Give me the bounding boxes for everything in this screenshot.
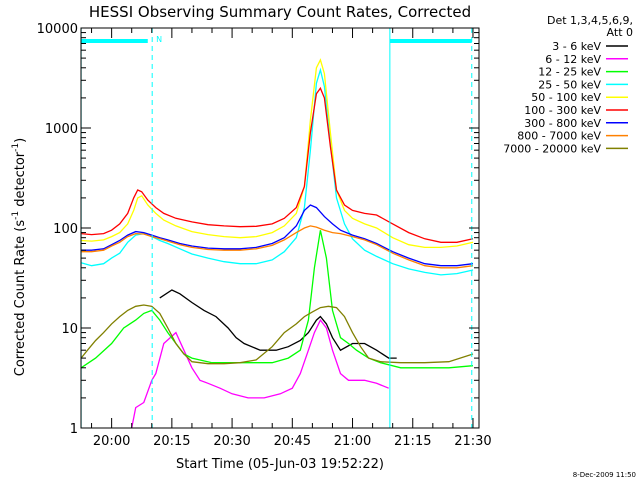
legend-label: 12 - 25 keV — [538, 66, 601, 79]
x-tick-label: 20:45 — [274, 434, 311, 449]
series-line-4 — [81, 58, 474, 249]
legend-label: 800 - 7000 keV — [517, 130, 601, 143]
legend-label: 50 - 100 keV — [531, 91, 601, 104]
observing-bar — [81, 39, 148, 43]
series-line-6 — [81, 204, 474, 267]
series-line-1 — [131, 318, 389, 429]
x-tick-label: 20:30 — [213, 434, 250, 449]
series-line-0 — [159, 289, 397, 359]
legend-label: 25 - 50 keV — [538, 78, 601, 91]
series-line-8 — [80, 304, 474, 365]
y-tick-label: 100 — [53, 222, 78, 237]
legend-label: 300 - 800 keV — [524, 117, 601, 130]
y-axis-label-part: detector — [13, 151, 28, 211]
y-axis-label-part: Corrected Count Rate (s — [13, 220, 28, 377]
axes: 1 10 100 1000 10000 20:00 20:15 20:30 20:45 21:00… — [37, 22, 492, 449]
chart-title: HESSI Observing Summary Count Rates, Cor… — [89, 3, 471, 21]
observing-bar — [389, 39, 472, 43]
y-tick-label: 10000 — [37, 22, 78, 37]
y-axis-label-part: ) — [13, 138, 28, 143]
series-line-2 — [80, 230, 474, 369]
marker-label: N — [156, 35, 162, 44]
series-line-3 — [80, 67, 474, 276]
plot-area: N — [80, 28, 474, 429]
y-tick-label: 10 — [61, 322, 78, 337]
x-tick-label: 21:15 — [394, 434, 431, 449]
series-line-7 — [81, 225, 474, 269]
y-axis-label-sup: -1 — [11, 211, 21, 220]
x-axis-label: Start Time (05-Jun-03 19:52:22) — [176, 457, 384, 472]
legend-label: 6 - 12 keV — [545, 53, 601, 66]
legend-header: Att 0 — [607, 26, 633, 39]
y-tick-label: 1000 — [45, 122, 78, 137]
x-tick-label: 21:30 — [454, 434, 491, 449]
legend-label: 3 - 6 keV — [552, 40, 601, 53]
legend-header: Det 1,3,4,5,6,9, — [547, 14, 633, 27]
series-line-5 — [81, 86, 474, 243]
y-tick-label: 1 — [70, 422, 78, 437]
y-axis-label: Corrected Count Rate (s-1 detector-1) — [11, 138, 28, 376]
y-axis-label-sup: -1 — [11, 143, 21, 152]
x-tick-label: 20:15 — [153, 434, 190, 449]
x-tick-label: 20:00 — [93, 434, 130, 449]
legend-label: 7000 - 20000 keV — [503, 142, 601, 155]
legend-label: 100 - 300 keV — [524, 104, 601, 117]
footer-timestamp: 8-Dec-2009 11:50 — [573, 471, 636, 479]
x-tick-label: 21:00 — [334, 434, 371, 449]
